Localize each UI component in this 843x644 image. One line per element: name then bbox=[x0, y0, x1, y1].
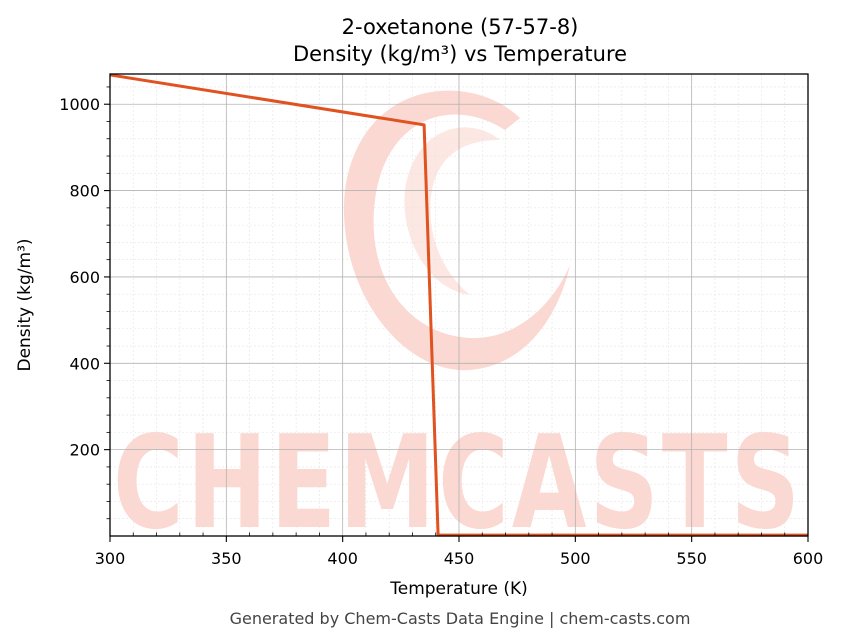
y-tick-label: 800 bbox=[69, 182, 100, 201]
watermark-swirl-inner bbox=[404, 127, 500, 295]
x-tick-label: 500 bbox=[560, 549, 591, 568]
x-tick-label: 300 bbox=[95, 549, 126, 568]
x-axis-label: Temperature (K) bbox=[389, 579, 528, 599]
y-tick-label: 400 bbox=[69, 354, 100, 373]
watermark-text: CHEMCASTS bbox=[113, 409, 803, 558]
chart-subtitle: Density (kg/m³) vs Temperature bbox=[293, 42, 627, 66]
y-tick-label: 200 bbox=[69, 441, 100, 460]
series-layer bbox=[109, 73, 808, 537]
y-tick-label: 600 bbox=[69, 268, 100, 287]
footer-credit: Generated by Chem-Casts Data Engine | ch… bbox=[230, 609, 691, 628]
x-tick-labels: 300 350 400 450 500 550 600 bbox=[95, 549, 824, 568]
axis-ticks bbox=[104, 86, 809, 542]
x-tick-label: 450 bbox=[444, 549, 475, 568]
x-tick-label: 600 bbox=[793, 549, 824, 568]
y-axis-label: Density (kg/m³) bbox=[15, 238, 35, 371]
x-tick-label: 350 bbox=[211, 549, 242, 568]
chemcasts-watermark: CHEMCASTS bbox=[113, 90, 803, 558]
y-tick-label: 1000 bbox=[59, 95, 100, 114]
chart-title: 2-oxetanone (57-57-8) bbox=[342, 15, 579, 39]
x-tick-label: 400 bbox=[327, 549, 358, 568]
density-series-line bbox=[109, 73, 808, 537]
y-tick-labels: 200 400 600 800 1000 bbox=[59, 95, 100, 459]
x-tick-label: 550 bbox=[676, 549, 707, 568]
